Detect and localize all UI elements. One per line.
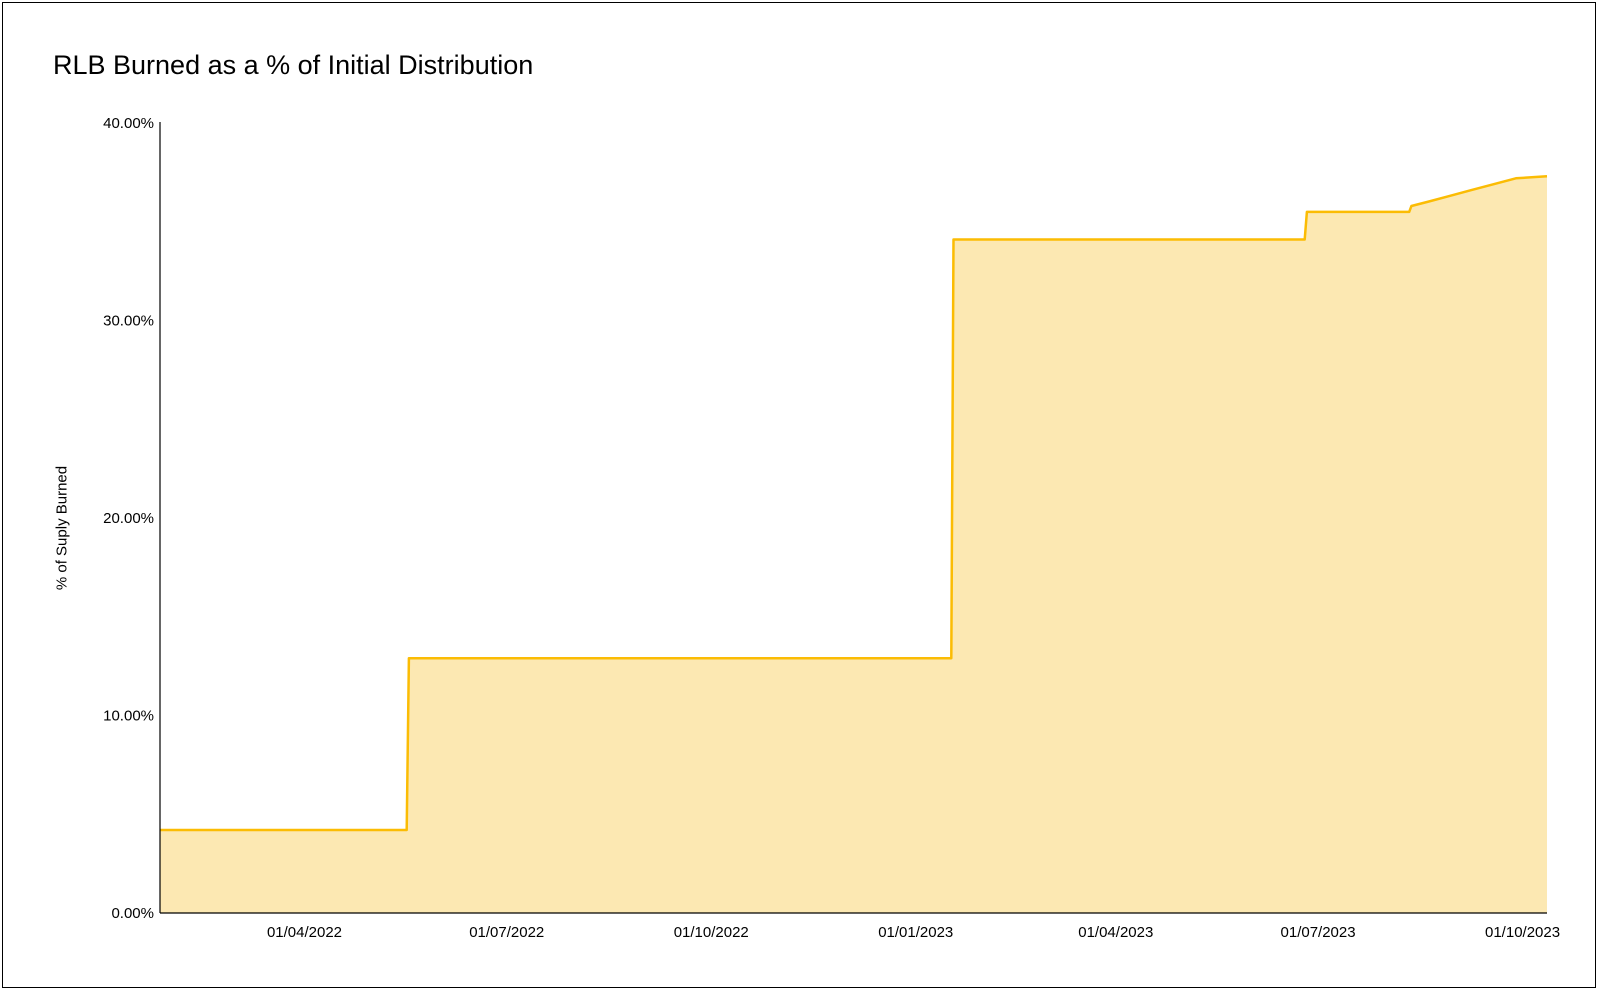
- x-tick-label: 01/10/2023: [1485, 924, 1560, 941]
- y-tick-label: 30.00%: [103, 313, 154, 330]
- chart-title: RLB Burned as a % of Initial Distributio…: [53, 50, 534, 80]
- x-tick-label: 01/04/2022: [267, 924, 342, 941]
- series-area-fill: [160, 176, 1547, 914]
- series-line: [160, 175, 1548, 832]
- x-tick-label: 01/10/2022: [674, 924, 749, 941]
- x-tick-label: 01/07/2022: [469, 924, 544, 941]
- x-tick-label: 01/01/2023: [878, 924, 953, 941]
- y-tick-label: 10.00%: [103, 708, 154, 725]
- x-tick-label: 01/07/2023: [1281, 924, 1356, 941]
- y-tick-label: 0.00%: [111, 905, 154, 922]
- y-tick-label: 20.00%: [103, 510, 154, 527]
- y-tick-label: 40.00%: [103, 115, 154, 132]
- x-tick-label: 01/04/2023: [1078, 924, 1153, 941]
